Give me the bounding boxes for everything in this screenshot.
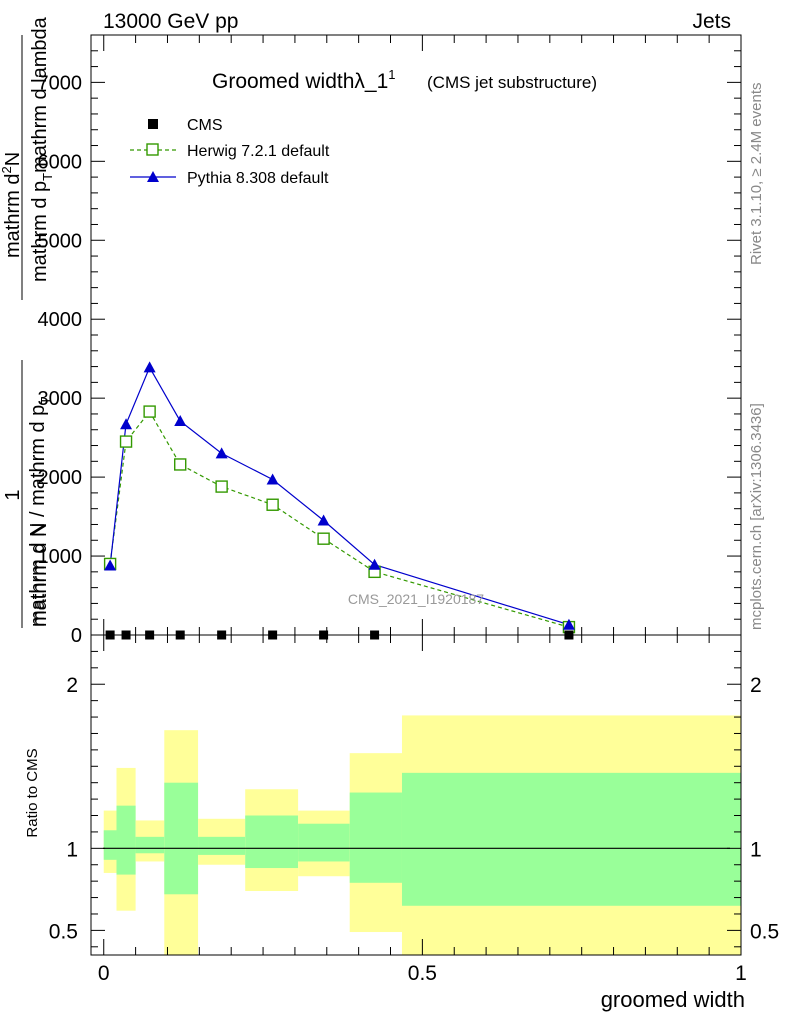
herwig-point [317,532,330,545]
herwig-point [266,498,279,511]
main-plot-title: Groomed widthλ_11 [212,67,396,93]
pythia-point [562,618,575,630]
main-plot-title-superscript: 1 [388,67,395,82]
legend-label-pythia: Pythia 8.308 default [187,170,329,187]
main-y-tick-label: 7000 [38,72,83,94]
legend-marker-pythia [147,171,159,182]
herwig-point [119,435,133,448]
herwig-series-line [109,410,570,628]
mcplots-label: mcplots.cern.ch [arXiv:1306.3436] [748,403,765,630]
legend-marker-herwig [146,143,159,156]
ylabel-prefix: 1 [2,489,24,500]
ratio-plot-panel: 0.5 0.51 12 20 0.5 1 Ratio to CMS groomed wid… [24,35,779,1012]
rivet-label: Rivet 3.1.10, ≥ 2.4M events [748,83,765,266]
ylabel-left-bottom-text: mathrm d p [29,181,51,282]
pythia-point [215,447,228,459]
pythia-point [143,361,156,373]
ylabel-left-bottom-rest: mathrm d lambda [29,16,51,172]
main-plot-title-text: Groomed widthλ_1 [212,70,388,93]
ratio-inner-band [198,836,246,855]
ylabel-left-bottom-sub: T [40,173,55,181]
ratio-inner-band [135,836,165,854]
ylabel-fraction-bottom: mathrm d N [29,523,51,627]
energy-label: 13000 GeV pp [103,10,238,33]
legend-label-cms: CMS [187,117,223,134]
ylabel-fraction-top-sub: T [38,397,53,405]
x-axis-label: groomed width [601,987,745,1012]
ratio-inner-band [116,805,136,875]
ylabel-left-top-sup: 2 [0,166,14,173]
ratio-uncertainty-bands [103,715,741,955]
ratio-inner-band [164,782,199,895]
ratio-y-tick-label-right: 0.5 [750,920,779,943]
ylabel-left-top-text: mathrm d [2,174,24,258]
ratio-y-tick-label-right: 1 [750,838,762,861]
pythia-point [174,415,187,427]
pythia-point [266,473,279,485]
ratio-y-tick-label-left: 2 [66,674,78,697]
pythia-point [120,418,133,430]
analysis-watermark: CMS_2021_I1920187 [348,591,484,607]
herwig-point [174,458,187,471]
ratio-y-tick-label-right: 2 [750,674,762,697]
ratio-y-tick-label-left: 0.5 [49,920,78,943]
x-tick-label: 0.5 [408,962,437,985]
ratio-y-tick-label-left: 1 [66,838,78,861]
ylabel-left-bottom: mathrm d pTmathrm d lambda [29,16,55,282]
x-tick-label: 0 [98,962,110,985]
legend-item-cms: CMS [148,117,223,134]
x-tick-label: 1 [735,962,747,985]
main-y-tick-label: 5000 [38,230,83,252]
main-y-tick-label: 6000 [38,151,83,173]
main-plot-content [103,361,576,640]
ylabel-left-top-rest: N [2,152,24,166]
ylabel-left-top: mathrm d2N [0,152,24,258]
ratio-inner-band [245,815,299,869]
ratio-ticks: 0.5 0.51 12 20 0.5 1 [49,35,779,985]
main-y-tick-label: 2000 [38,467,83,489]
main-plot-subtitle: (CMS jet substructure) [427,73,597,92]
main-y-tick-label: 4000 [38,309,83,331]
ylabel-fraction-top-text: mathrm d N / mathrm d p [27,405,49,627]
ratio-plot-frame [90,634,742,956]
herwig-point [143,405,156,418]
main-y-tick-label: 1000 [38,546,83,568]
legend-item-pythia: Pythia 8.308 default [130,170,329,187]
pythia-point [317,514,330,526]
main-y-tick-label: 0 [71,625,82,647]
main-y-axis-label: 1 mathrm d N / mathrm d pT mathrm d N ma… [0,16,55,628]
ylabel-fraction-top: mathrm d N / mathrm d pT [27,397,53,627]
ratio-inner-band [349,792,402,883]
ratio-inner-band [298,823,350,862]
category-label: Jets [692,10,731,33]
legend-label-herwig: Herwig 7.2.1 default [187,143,330,160]
main-plot-panel: 0 1000 2000 3000 4000 5000 6000 7000 Groomed wi… [0,16,742,647]
legend: CMS Herwig 7.2.1 default Pythia 8.308 de… [130,117,330,187]
herwig-point [215,480,228,493]
main-y-ticks: 0 1000 2000 3000 4000 5000 6000 7000 [38,34,741,647]
legend-marker-cms [148,119,158,129]
ratio-inner-band [401,772,741,906]
main-y-tick-label: 3000 [38,388,83,410]
ratio-inner-band [103,830,117,860]
legend-item-herwig: Herwig 7.2.1 default [130,143,330,160]
pythia-series-line [109,366,570,626]
pythia-point [104,559,117,571]
pythia-point [368,558,381,570]
ratio-y-axis-label: Ratio to CMS [24,748,41,837]
